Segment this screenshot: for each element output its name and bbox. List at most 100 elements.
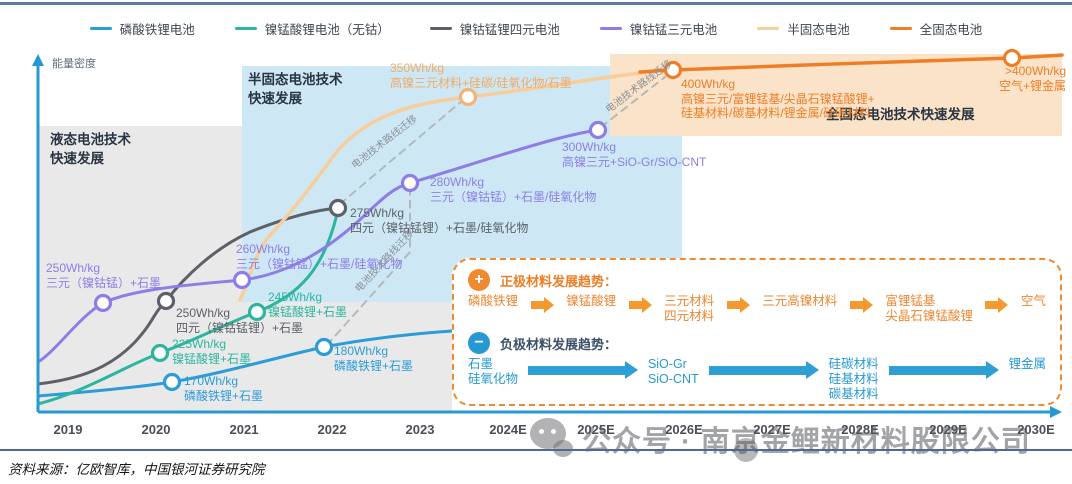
arrow-bar: [708, 365, 806, 375]
legend-label: 镍锰酸锂电池（无钴）: [264, 23, 390, 37]
legend-label: 半固态电池: [787, 23, 850, 37]
point-label-11: 400Wh/kg 高镍三元/富锂锰基/尖晶石镍锰酸锂+ 硅基材料/碳基材料/锂金属/…: [681, 77, 875, 121]
point-label-1: 180Wh/kg 磷酸铁锂+石墨: [334, 344, 413, 373]
point-label-4: 250Wh/kg 四元（镍钴锰锂）+石墨: [176, 306, 303, 335]
line-lnmo: [36, 212, 339, 406]
arrow-bar: [849, 301, 863, 309]
migration-dash-1: [339, 100, 463, 205]
point-label-line: 300Wh/kg: [562, 140, 617, 154]
point-label-line: 260Wh/kg: [236, 242, 291, 256]
x-tick-2027E: 2027E: [753, 422, 791, 437]
point-label-line: 280Wh/kg: [430, 175, 485, 189]
point-label-12: >400Wh/kg 空气+锂金属: [986, 64, 1066, 93]
source-note: 资料来源：亿欧智库，中国银河证券研究院: [8, 462, 265, 477]
point-label-line: 三元（镍钴锰）+石墨/硅氧化物: [236, 256, 403, 271]
point-label-line: 245Wh/kg: [268, 290, 323, 304]
legend-item-2: 镍钴锰锂四元电池: [429, 19, 560, 38]
arrow-head: [739, 297, 750, 313]
legend-swatch-icon: [89, 26, 112, 31]
data-point: [400, 173, 420, 193]
arrow-bar: [985, 301, 999, 309]
arrow-bar: [628, 301, 642, 309]
anode-material-0: 石墨 硅氧化物: [468, 357, 519, 386]
point-label-line: 170Wh/kg: [184, 374, 239, 388]
y-axis-arrow-icon: [32, 54, 44, 66]
x-tick-2028E: 2028E: [841, 422, 879, 437]
x-tick-2022: 2022: [317, 422, 347, 437]
point-label-line: 400Wh/kg: [681, 77, 736, 91]
anode-trend-header: 负极材料发展趋势：: [500, 336, 618, 352]
point-label-line: 高镍三元+SiO-Gr/SiO-CNT: [562, 154, 707, 169]
x-tick-2020: 2020: [141, 422, 171, 437]
anode-header-row: − 负极材料发展趋势：: [468, 332, 1046, 354]
arrow-head: [998, 297, 1009, 313]
point-label-line: 四元（镍钴锰锂）+石墨: [176, 320, 304, 335]
legend-item-5: 全固态电池: [889, 19, 982, 38]
x-tick-2019: 2019: [53, 422, 83, 437]
region-solid-battery: [610, 54, 1062, 136]
cathode-material-5: 空气: [1020, 294, 1046, 308]
point-label-2: 225Wh/kg 镍锰酸锂+石墨: [172, 337, 251, 366]
legend-swatch-icon: [889, 26, 912, 31]
region-title-solid: 全固态电池技术快速发展: [826, 107, 975, 122]
point-label-line: 四元（镍钴锰锂）+石墨/硅氧化物: [350, 220, 529, 235]
x-tick-2030E: 2030E: [1017, 422, 1055, 437]
arrow-head: [624, 361, 638, 379]
region-title-liquid: 液态电池技术 快速发展: [50, 132, 131, 166]
plus-icon: +: [468, 269, 490, 291]
data-point: [588, 120, 608, 140]
arrow-head: [805, 361, 819, 379]
data-point: [458, 87, 478, 107]
x-tick-2029E: 2029E: [929, 422, 967, 437]
point-label-line: 磷酸铁锂+石墨: [184, 388, 264, 403]
anode-material-2: 硅碳材料 硅基材料 碳基材料: [828, 357, 879, 401]
point-label-10: 350Wh/kg 高镍三元材料+硅碳/硅氧化物/石墨: [390, 61, 572, 90]
arrow-head: [985, 361, 999, 379]
region-title-semisolid: 半固态电池技术 快速发展: [248, 72, 343, 106]
point-label-line: 250Wh/kg: [176, 306, 231, 320]
point-label-line: 350Wh/kg: [390, 61, 445, 75]
x-tick-2025E: 2025E: [577, 422, 615, 437]
legend-swatch-icon: [599, 26, 622, 31]
arrow-head: [862, 297, 873, 313]
cathode-material-0: 磷酸铁锂: [468, 294, 519, 308]
data-point: [247, 302, 267, 322]
data-point: [162, 372, 182, 392]
data-point: [232, 270, 252, 290]
anode-material-3: 锂金属: [1008, 357, 1047, 371]
arrow-bar: [530, 301, 544, 309]
legend-item-1: 镍锰酸锂电池（无钴）: [234, 19, 390, 38]
x-axis-arrow-icon: [1050, 406, 1062, 418]
legend-label: 镍钴锰锂四元电池: [459, 23, 560, 37]
point-label-line: 镍锰酸锂+石墨: [268, 304, 348, 319]
x-tick-2024E: 2024E: [489, 422, 527, 437]
cathode-header-row: + 正极材料发展趋势：: [468, 269, 1046, 291]
footer-separator: [0, 449, 1072, 451]
legend-item-4: 半固态电池: [757, 19, 850, 38]
point-label-6: 260Wh/kg 三元（镍钴锰）+石墨/硅氧化物: [236, 242, 402, 271]
x-tick-2021: 2021: [229, 422, 259, 437]
point-label-7: 275Wh/kg 四元（镍钴锰锂）+石墨/硅氧化物: [350, 206, 528, 235]
arrow-bar: [888, 365, 986, 375]
legend-swatch-icon: [429, 26, 452, 31]
point-label-line: 高镍三元/富锂锰基/尖晶石镍锰酸锂+: [681, 91, 875, 106]
cathode-material-2: 三元材料 四元材料: [664, 294, 715, 323]
data-point: [93, 293, 113, 313]
data-point: [663, 60, 683, 80]
flow-arrow-icon: [528, 361, 638, 379]
cathode-material-4: 富锂锰基 尖晶石镍锰酸锂: [885, 294, 973, 323]
migration-dash-2: [326, 190, 411, 346]
data-point: [328, 198, 348, 218]
point-label-5: 250Wh/kg 三元（镍钴锰）+石墨: [46, 261, 161, 290]
point-label-line: 磷酸铁锂+石墨: [334, 358, 414, 373]
flow-arrow-icon: [530, 297, 554, 313]
legend-swatch-icon: [234, 26, 257, 31]
point-label-8: 280Wh/kg 三元（镍钴锰）+石墨/硅氧化物: [430, 175, 596, 204]
arrow-head: [543, 297, 554, 313]
flow-arrow-icon: [849, 297, 873, 313]
arrow-head: [641, 297, 652, 313]
anode-flow-row: 石墨 硅氧化物 SiO-Gr SiO-CNT 硅碳材料 硅基材料 碳基材料 锂金属: [468, 357, 1046, 402]
point-label-line: 225Wh/kg: [172, 337, 227, 351]
point-label-line: >400Wh/kg: [1004, 64, 1066, 78]
